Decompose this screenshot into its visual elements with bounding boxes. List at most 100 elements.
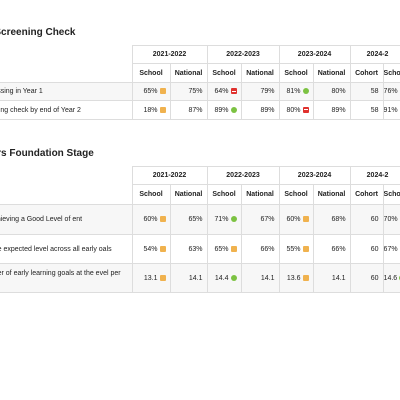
- column-header-school: School: [131, 184, 171, 205]
- table-cell: 64%: [206, 82, 242, 101]
- status-marker-icon: [302, 88, 309, 94]
- cell-value: 89%: [214, 106, 229, 114]
- column-header-school: Schoo: [382, 184, 400, 205]
- cell-value: 14.1: [188, 274, 203, 282]
- column-header-school: School: [278, 184, 314, 205]
- cell-value: 75%: [188, 88, 203, 95]
- table-cell: 65%: [131, 82, 171, 101]
- year-header-2023-2024: 2023-2024: [278, 166, 351, 185]
- column-header-school: School: [131, 63, 171, 83]
- table-cell: 89%: [206, 100, 242, 120]
- table-cell: 63%: [169, 234, 208, 264]
- table-cell: 14.4: [206, 263, 242, 293]
- table-cell: 65%: [169, 204, 208, 235]
- cell-value: 13.6: [286, 274, 301, 282]
- table-cell: 58: [349, 100, 384, 120]
- table-cell: 60: [349, 263, 384, 293]
- status-marker-icon: [159, 274, 166, 281]
- table-cell: 60%: [131, 204, 171, 235]
- row-label: umber of early learning goals at the eve…: [0, 263, 133, 293]
- cell-value: 66%: [260, 245, 275, 253]
- table-cell: 68%: [312, 204, 351, 235]
- year-header-2022-2023: 2022-2023: [206, 166, 280, 185]
- table-cell: 60%: [278, 204, 314, 235]
- table-cell: 71%: [206, 204, 242, 235]
- cell-value: 58: [370, 88, 379, 95]
- cell-value: 58: [370, 106, 379, 114]
- cell-value: 66%: [331, 245, 346, 253]
- table-cell: 13.1: [131, 263, 171, 293]
- column-header-national: National: [240, 184, 280, 205]
- cell-value: 76%: [383, 88, 398, 95]
- status-marker-icon: [230, 245, 237, 252]
- table-row: at the expected level across all early o…: [0, 234, 400, 264]
- table-header-corner: [0, 166, 133, 205]
- cell-value: 67%: [383, 245, 398, 253]
- table-cell: 65%: [206, 234, 242, 264]
- status-marker-icon: [159, 106, 166, 113]
- cell-value: 89%: [260, 106, 275, 114]
- table-cell: 79%: [240, 82, 280, 101]
- table-cell: 67%: [382, 234, 400, 264]
- table-cell: 67%: [240, 204, 280, 235]
- table-cell: 66%: [240, 234, 280, 264]
- year-header-2021-2022: 2021-2022: [131, 45, 208, 64]
- cell-value: 13.1: [143, 274, 158, 282]
- table-cell: 66%: [312, 234, 351, 264]
- table-row: s achieving a Good Level of ent 60% 65% …: [0, 204, 400, 235]
- cell-value: 70%: [383, 216, 398, 223]
- table-cell: 14.1: [240, 263, 280, 293]
- status-marker-icon: [230, 88, 237, 94]
- cell-value: 60: [370, 274, 379, 282]
- cell-value: 80%: [331, 88, 346, 95]
- table-cell: 89%: [240, 100, 280, 120]
- cell-value: 18%: [143, 106, 158, 114]
- table-cell: 80%: [312, 82, 351, 101]
- column-header-school: School: [278, 63, 314, 83]
- cell-value: 14.1: [260, 274, 275, 282]
- cell-value: 14.4: [214, 274, 229, 282]
- table-cell: 81%: [278, 82, 314, 101]
- table-cell: 14.6: [382, 263, 400, 293]
- status-marker-icon: [302, 216, 309, 222]
- cell-value: 54%: [143, 245, 158, 253]
- cell-value: 60%: [286, 216, 301, 223]
- cell-value: 91%: [383, 106, 398, 114]
- table-row: k passing in Year 1 65% 75% 64% 79% 81% …: [0, 82, 400, 101]
- cell-value: 81%: [286, 88, 301, 95]
- cell-value: 87%: [188, 106, 203, 114]
- status-marker-icon: [302, 274, 309, 281]
- column-header-cohort: Cohort: [349, 184, 384, 205]
- table-cell: 89%: [312, 100, 351, 120]
- table-cell: 55%: [278, 234, 314, 264]
- status-marker-icon: [230, 274, 237, 281]
- status-marker-icon: [159, 88, 166, 94]
- cell-value: 79%: [260, 88, 275, 95]
- table-cell: 80%: [278, 100, 314, 120]
- cell-value: 60%: [143, 216, 158, 223]
- table-cell: 75%: [169, 82, 208, 101]
- cell-value: 60: [370, 216, 379, 223]
- column-header-school: School: [206, 63, 242, 83]
- cell-value: 65%: [214, 245, 229, 253]
- table-cell: 13.6: [278, 263, 314, 293]
- cell-value: 89%: [331, 106, 346, 114]
- cell-value: 55%: [286, 245, 301, 253]
- column-header-national: National: [169, 63, 208, 83]
- column-header-school: School: [206, 184, 242, 205]
- table-cell: 87%: [169, 100, 208, 120]
- cell-value: 67%: [260, 216, 275, 223]
- year-header-2022-2023: 2022-2023: [206, 45, 280, 64]
- year-header-2021-2022: 2021-2022: [131, 166, 208, 185]
- status-marker-icon: [159, 245, 166, 252]
- cell-value: 68%: [331, 216, 346, 223]
- cell-value: 14.1: [331, 274, 346, 282]
- column-header-school: Schoo: [382, 63, 400, 83]
- column-header-national: National: [169, 184, 208, 205]
- row-label: k passing in Year 1: [0, 82, 133, 101]
- status-marker-icon: [230, 216, 237, 222]
- column-header-national: National: [312, 184, 351, 205]
- row-label: at the expected level across all early o…: [0, 234, 133, 264]
- table-header-corner: [0, 45, 133, 83]
- year-header-2024-2025: 2024-2: [349, 45, 400, 64]
